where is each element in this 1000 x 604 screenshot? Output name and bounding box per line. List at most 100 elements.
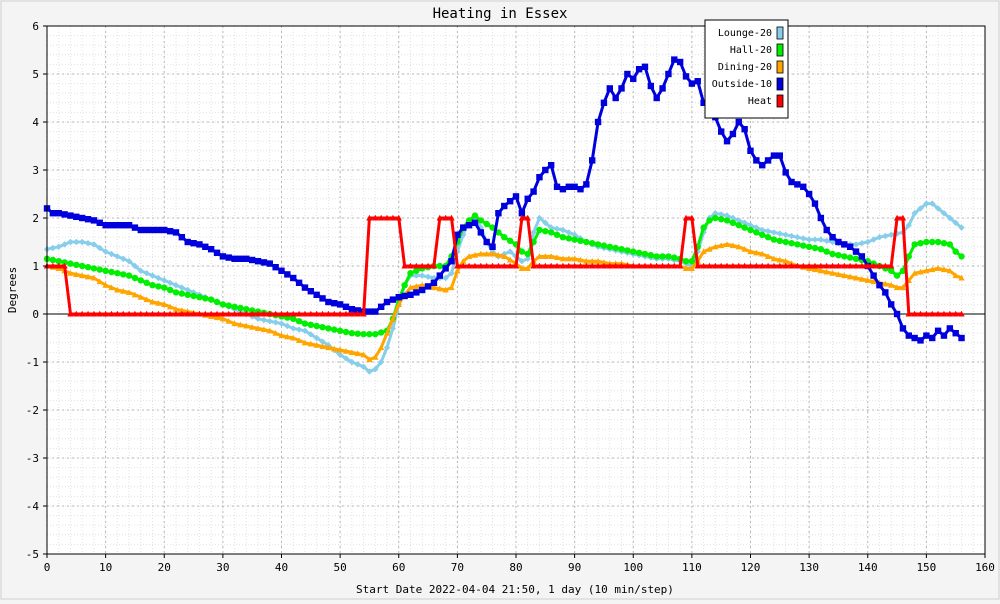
data-point [911,334,918,342]
data-point [735,262,742,269]
data-point [55,210,62,217]
data-point [923,238,930,246]
data-point [659,85,666,92]
data-point [641,63,649,70]
data-point [460,258,467,264]
data-point [665,70,672,78]
data-point [694,248,701,255]
data-point [354,350,361,357]
y-tick-label: 0 [32,308,39,321]
data-point [114,270,121,277]
data-point [377,303,385,310]
data-point [782,258,789,264]
data-point [348,310,356,317]
data-point [952,219,959,226]
data-point [149,282,156,289]
data-point [577,186,584,193]
data-point [506,198,514,205]
x-tick-label: 130 [799,561,819,574]
data-point [518,248,526,255]
data-point [196,294,203,301]
data-point [360,351,367,358]
data-point [178,284,186,291]
data-point [172,289,180,296]
data-point [835,252,842,259]
data-point [114,310,121,317]
chart-title: Heating in Essex [433,6,568,22]
data-point [149,310,156,317]
data-point [888,262,895,269]
data-point [659,253,666,260]
data-point [682,73,690,80]
data-point [108,222,115,229]
data-point [243,322,250,329]
data-point [454,267,461,274]
data-point [143,270,150,277]
data-point [524,214,531,221]
data-point [741,224,748,231]
data-point [348,330,356,337]
data-point [624,262,631,269]
data-point [882,280,889,287]
data-point [700,99,707,106]
data-point [301,327,309,334]
data-point [319,324,326,331]
data-point [131,262,139,270]
data-point [735,243,742,250]
data-point [870,272,877,279]
data-point [635,66,643,73]
data-point [143,310,150,317]
data-point [811,266,819,273]
data-point [712,214,719,222]
data-point [858,276,866,282]
data-point [336,346,344,353]
data-point [870,278,877,285]
data-point [594,241,602,248]
data-point [547,162,555,169]
data-point [559,234,567,241]
data-point [67,238,74,246]
data-point [501,202,508,210]
data-point [419,262,426,269]
data-point [331,300,338,307]
data-point [864,262,871,269]
data-point [172,229,180,236]
data-point [143,226,150,234]
data-point [612,244,619,252]
data-point [190,289,197,296]
data-point [184,291,191,298]
data-point [817,236,825,243]
data-point [536,226,543,234]
data-point [67,270,74,276]
data-point [78,214,86,222]
data-point [413,289,420,296]
data-point [911,210,918,217]
data-point [770,236,778,243]
data-point [307,340,315,347]
data-point [764,262,772,269]
data-point [237,304,244,312]
data-point [753,157,760,164]
data-point [413,283,420,289]
data-point [325,298,332,306]
data-point [260,259,268,266]
data-point [55,262,62,269]
data-point [759,262,766,269]
data-point [389,325,397,332]
data-point [706,246,713,252]
data-point [78,262,86,270]
data-point [207,246,215,253]
data-point [161,226,168,234]
data-point [571,231,578,238]
data-point [454,262,461,269]
x-tick-label: 90 [568,561,581,574]
data-point [671,56,678,63]
data-point [325,325,332,332]
data-point [348,349,356,355]
data-point [419,282,426,288]
data-point [835,238,842,246]
data-point [366,368,373,375]
data-point [518,210,526,217]
data-point [301,310,309,317]
data-point [729,262,737,269]
